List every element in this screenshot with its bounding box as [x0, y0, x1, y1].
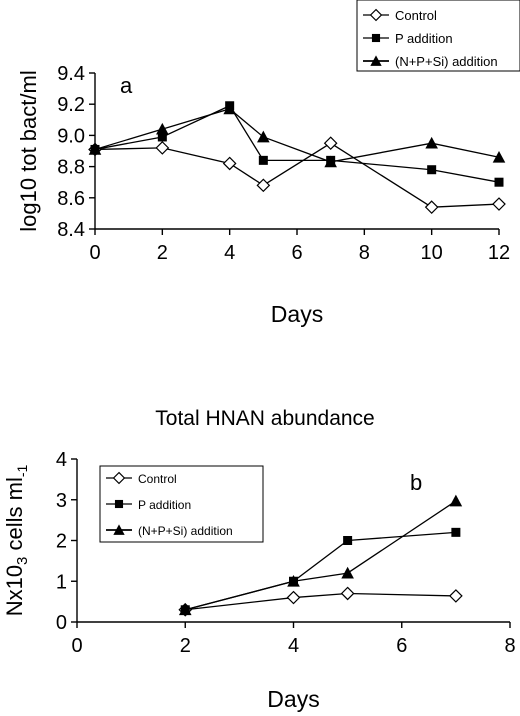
chart-a-y-tick-label: 8.6 [57, 188, 85, 210]
chart-b-y-tick-label: 3 [56, 490, 67, 512]
chart-b-x-tick-label: 4 [288, 635, 299, 657]
chart-a-legend-label: (N+P+Si) addition [395, 54, 498, 69]
chart-b-data-point [286, 590, 301, 605]
chart-b-y-axis-label-main: Nx10 [2, 565, 27, 616]
chart-b-data-point [178, 603, 192, 616]
chart-a-data-point [425, 136, 438, 149]
chart-b-legend-label: P addition [138, 498, 191, 512]
chart-a-data-point [324, 155, 337, 168]
chart-a-x-tick-label: 6 [291, 242, 302, 264]
chart-a: 8.4 8.6 8.8 9.0 9.2 9.4 0 2 4 6 8 10 12 Days log10 tot… [16, 0, 520, 327]
chart-a-y-axis-label: log10 tot bact/ml [16, 70, 41, 231]
chart-b-data-point [340, 586, 355, 601]
chart-b-title: Total HNAN abundance [155, 407, 374, 430]
chart-a-data-point [156, 122, 169, 135]
chart-b-data-point [449, 494, 463, 507]
chart-b-data-point [341, 566, 354, 579]
chart-b-x-tick-label: 2 [180, 635, 191, 657]
chart-b-legend-marker [113, 524, 125, 535]
chart-a-data-point [222, 156, 237, 171]
chart-a-series-2 [88, 102, 506, 168]
chart-a-series-line [94, 142, 500, 208]
chart-a-data-point [427, 165, 437, 175]
chart-a-data-point [257, 130, 270, 143]
chart-a-y-tick-label: 9.4 [57, 63, 85, 85]
chart-b-legend-item: P addition [106, 498, 191, 512]
chart-b-legend: Control P addition (N+P+Si) addition [99, 465, 264, 543]
chart-a-y-tick-label: 8.8 [57, 157, 85, 179]
chart-b-data-point [343, 536, 353, 545]
chart-a-data-point [494, 177, 504, 187]
chart-a-data-point [223, 102, 236, 115]
chart-a-legend-label: P addition [395, 31, 453, 46]
chart-a-x-tick-label: 4 [224, 242, 235, 264]
chart-a-legend-box [356, 0, 520, 72]
chart-a-legend-marker [371, 33, 381, 43]
chart-b-y-tick-label: 4 [56, 449, 67, 471]
chart-a-x-tick-label: 8 [359, 242, 370, 264]
chart-a-y-tick-label: 8.4 [57, 219, 85, 241]
chart-a-data-point [256, 178, 271, 193]
chart-b-series-line [185, 592, 456, 611]
chart-b-panel-label: b [410, 470, 422, 495]
chart-a-data-point [258, 155, 268, 165]
chart-b-data-point [449, 589, 463, 603]
chart-b-series-line [185, 500, 457, 611]
chart-a-x-tick-label: 0 [89, 242, 100, 264]
chart-a-data-point [424, 200, 439, 215]
chart-a-legend-marker [369, 8, 383, 22]
chart-a-series-0 [88, 136, 506, 215]
chart-b-legend-marker [114, 499, 124, 509]
chart-a-legend-item: P addition [363, 31, 453, 46]
chart-b-x-axis-label: Days [267, 686, 319, 712]
chart-a-x-tick-label: 12 [488, 242, 510, 264]
chart-a-x-axis-label: Days [271, 301, 323, 327]
chart-b-x-tick-label: 6 [396, 635, 407, 657]
chart-a-y-tick-label: 9.2 [57, 94, 85, 116]
chart-b-data-point [287, 574, 300, 587]
chart-a-data-point [88, 143, 102, 155]
chart-a-x-tick-label: 2 [157, 242, 168, 264]
chart-a-data-point [323, 136, 338, 151]
chart-b-y-tick-label: 2 [56, 531, 67, 553]
chart-a-data-point [157, 132, 167, 142]
chart-b-y-axis-label-sup: -1 [14, 464, 30, 477]
chart-a-legend-label: Control [395, 8, 437, 23]
chart-a-y-tick-label: 9.0 [57, 125, 85, 147]
chart-b-legend-label: Control [138, 472, 177, 486]
chart-b-legend-label: (N+P+Si) addition [138, 524, 233, 538]
chart-b-x-tick-label: 8 [504, 635, 515, 657]
chart-b-y-axis-label-sub: 3 [14, 557, 31, 565]
chart-a-legend: Control P addition (N+P+Si) addition [356, 0, 520, 72]
chart-a-panel-label: a [120, 73, 133, 98]
chart-b-y-axis-label-rest: cells ml [2, 477, 27, 556]
chart-a-legend-item: Control [363, 8, 437, 23]
chart-a-data-point [492, 197, 506, 211]
chart-a-data-point [155, 141, 170, 155]
chart-b-series-0 [178, 586, 463, 617]
chart-a-series-1 [90, 101, 504, 187]
chart-a-legend-item: (N+P+Si) addition [363, 54, 498, 69]
chart-b-legend-item: Control [106, 471, 177, 486]
chart-a-x-tick-label: 10 [421, 242, 443, 264]
chart-b-series-2 [178, 494, 463, 616]
chart-b-y-tick-label: 1 [56, 571, 67, 593]
chart-b-data-point [451, 527, 461, 537]
chart-b-legend-item: (N+P+Si) addition [106, 524, 233, 538]
chart-b-x-tick-label: 0 [71, 635, 82, 657]
chart-b-series-line [185, 531, 456, 611]
chart-a-series-line [94, 108, 500, 163]
chart-b-legend-marker [112, 471, 126, 485]
chart-b-y-axis-label: Nx103 cells ml-1 [2, 464, 31, 616]
chart-a-data-point [492, 150, 506, 163]
chart-a-legend-marker [370, 55, 382, 66]
chart-b-y-tick-label: 0 [56, 612, 67, 634]
